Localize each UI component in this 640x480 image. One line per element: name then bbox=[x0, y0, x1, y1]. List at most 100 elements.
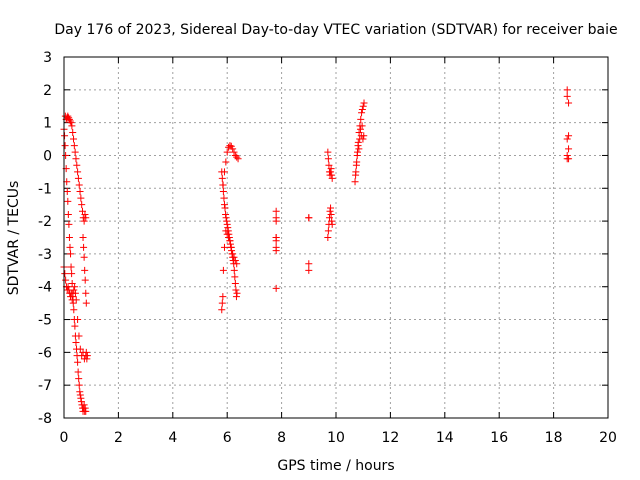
data-point bbox=[67, 263, 75, 271]
data-point bbox=[359, 135, 367, 143]
data-point bbox=[70, 286, 78, 294]
data-point bbox=[64, 197, 72, 205]
data-point bbox=[563, 92, 571, 100]
y-tick-label: -1 bbox=[38, 181, 52, 197]
data-point bbox=[272, 234, 280, 241]
data-point bbox=[75, 181, 83, 189]
data-point bbox=[232, 286, 240, 294]
data-point bbox=[356, 125, 364, 133]
x-tick-label: 16 bbox=[490, 430, 508, 446]
satellite-track-11 bbox=[351, 99, 368, 186]
data-point bbox=[219, 181, 227, 189]
data-point bbox=[70, 142, 78, 150]
data-point bbox=[328, 174, 336, 182]
data-point bbox=[231, 279, 239, 287]
data-point bbox=[78, 201, 86, 209]
data-point bbox=[563, 86, 571, 94]
data-point bbox=[305, 266, 313, 274]
y-tick-label: -3 bbox=[38, 247, 52, 263]
data-point bbox=[272, 217, 280, 225]
data-point bbox=[74, 316, 82, 324]
data-point bbox=[226, 240, 234, 248]
data-point bbox=[74, 358, 82, 366]
satellite-track-7 bbox=[218, 227, 241, 314]
data-point bbox=[76, 391, 84, 399]
data-point bbox=[326, 207, 334, 215]
data-point bbox=[358, 109, 366, 117]
data-point bbox=[218, 299, 226, 307]
data-points bbox=[60, 86, 573, 415]
data-point bbox=[83, 355, 91, 363]
x-tick-label: 2 bbox=[114, 430, 123, 446]
data-point bbox=[77, 394, 85, 402]
x-tick-label: 18 bbox=[545, 430, 563, 446]
data-point bbox=[64, 112, 72, 120]
data-point bbox=[66, 243, 74, 251]
data-point bbox=[74, 168, 82, 176]
data-point bbox=[305, 260, 313, 268]
data-point bbox=[218, 174, 226, 182]
data-point bbox=[358, 106, 366, 114]
data-point bbox=[221, 204, 229, 212]
data-point bbox=[565, 99, 573, 107]
data-point bbox=[72, 296, 80, 304]
data-point bbox=[74, 368, 82, 376]
data-point bbox=[75, 332, 83, 340]
data-point bbox=[232, 293, 240, 301]
data-point bbox=[65, 234, 73, 241]
data-point bbox=[327, 204, 335, 212]
data-point bbox=[76, 388, 84, 396]
data-point bbox=[218, 306, 226, 314]
data-point bbox=[64, 283, 72, 291]
data-point bbox=[222, 211, 230, 219]
data-point bbox=[73, 161, 81, 169]
data-point bbox=[83, 352, 91, 360]
x-axis-label: GPS time / hours bbox=[277, 458, 394, 474]
data-point bbox=[70, 135, 78, 143]
data-point bbox=[327, 168, 335, 176]
data-point bbox=[229, 250, 237, 258]
satellite-track-4 bbox=[79, 234, 90, 307]
satellite-track-12 bbox=[563, 86, 573, 163]
data-point bbox=[324, 234, 332, 241]
data-point bbox=[80, 243, 88, 251]
y-tick-label: 3 bbox=[43, 50, 52, 66]
satellite-track-8 bbox=[272, 207, 280, 292]
data-point bbox=[224, 224, 232, 232]
data-point bbox=[71, 322, 79, 330]
y-tick-label: 0 bbox=[43, 148, 52, 164]
data-point bbox=[223, 148, 231, 156]
y-tick-label: -2 bbox=[38, 214, 52, 230]
data-point bbox=[233, 260, 241, 268]
data-point bbox=[220, 201, 228, 209]
data-point bbox=[65, 220, 73, 228]
data-point bbox=[227, 243, 235, 251]
data-point bbox=[565, 132, 573, 140]
data-point bbox=[324, 148, 332, 156]
data-point bbox=[223, 220, 231, 228]
data-point bbox=[230, 148, 238, 156]
data-point bbox=[272, 207, 280, 215]
data-point bbox=[230, 253, 238, 261]
x-tick-label: 4 bbox=[168, 430, 177, 446]
data-point bbox=[65, 114, 73, 122]
data-point bbox=[352, 171, 360, 179]
data-point bbox=[67, 119, 75, 127]
data-point bbox=[234, 155, 242, 163]
data-point bbox=[71, 283, 79, 291]
data-point bbox=[77, 194, 85, 202]
data-point bbox=[327, 165, 335, 173]
data-point bbox=[359, 102, 367, 110]
data-point bbox=[353, 151, 361, 159]
data-point bbox=[357, 115, 365, 123]
data-point bbox=[79, 234, 87, 241]
data-point bbox=[324, 227, 332, 235]
data-point bbox=[305, 214, 313, 222]
y-tick-label: 2 bbox=[43, 83, 52, 99]
y-tick-label: -7 bbox=[38, 378, 52, 394]
y-tick-label: -5 bbox=[38, 313, 52, 329]
data-point bbox=[71, 289, 79, 297]
data-point bbox=[72, 339, 80, 347]
data-point bbox=[82, 407, 90, 415]
